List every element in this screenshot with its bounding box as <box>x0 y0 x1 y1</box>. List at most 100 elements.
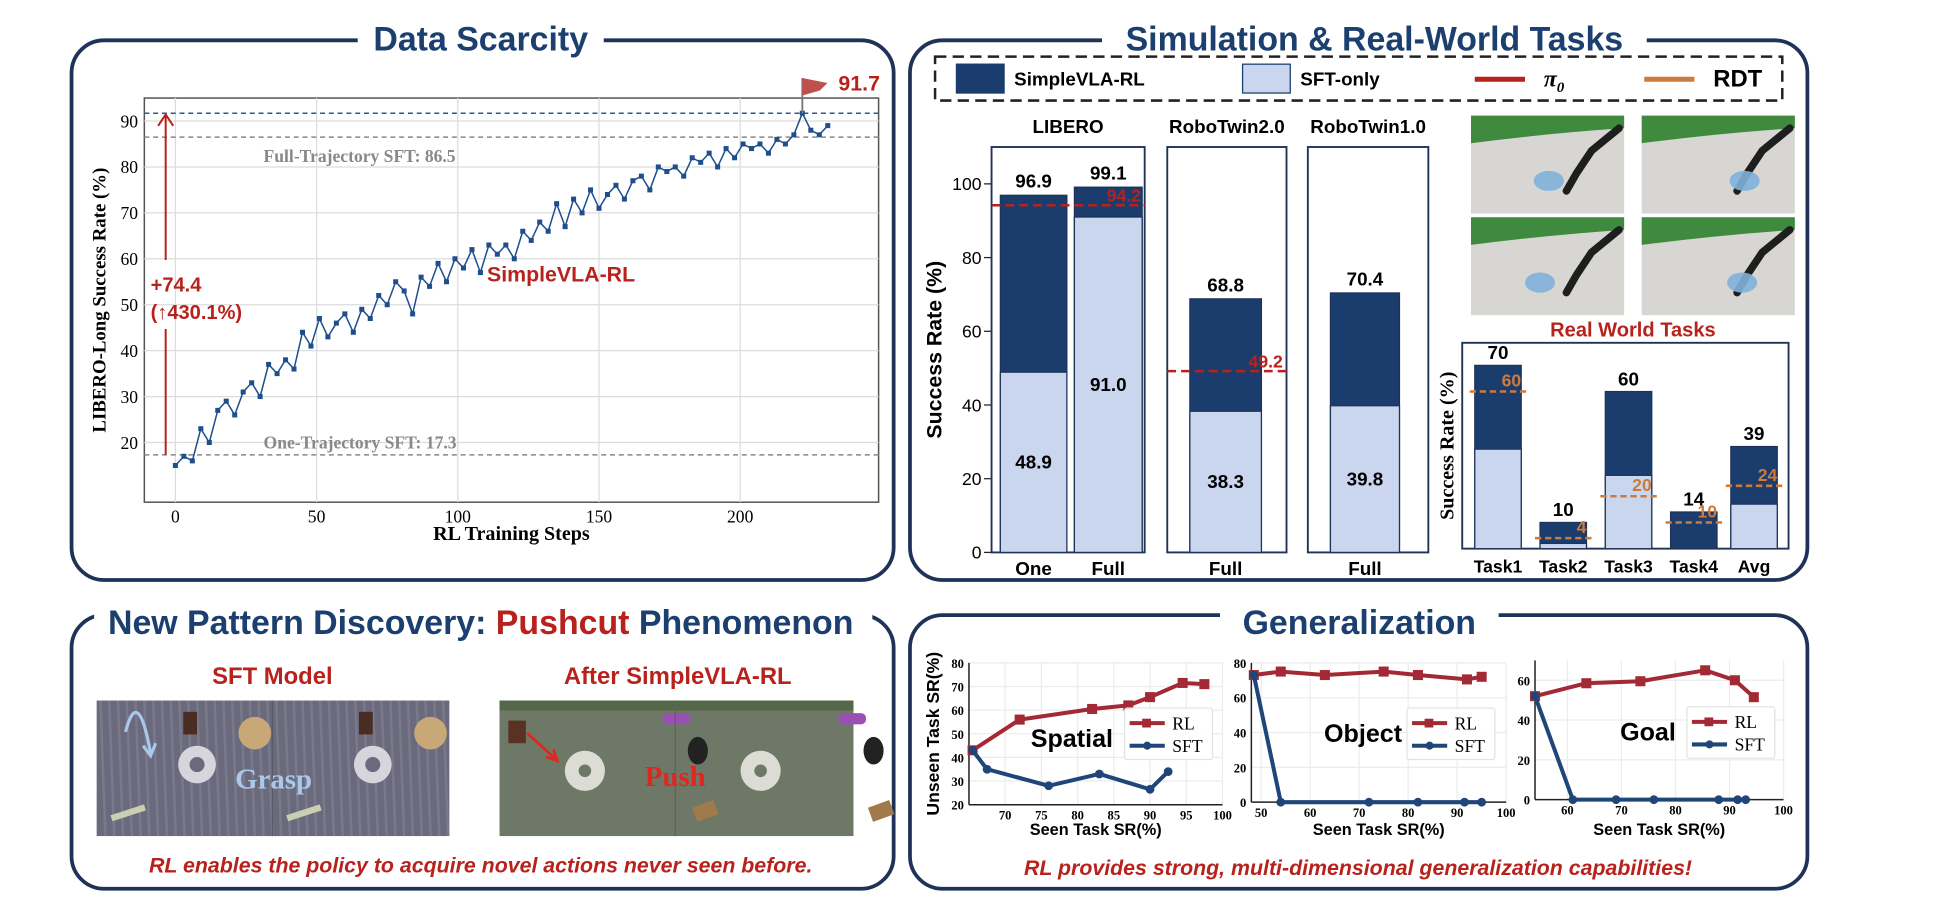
box-icon <box>867 800 895 822</box>
y-tick-label: 70 <box>121 203 139 223</box>
data-point <box>774 136 780 142</box>
plate-hole <box>754 764 767 778</box>
data-point <box>520 228 526 234</box>
panel-sim-real: Simulation & Real-World Tasks <box>908 20 1810 582</box>
table-stripe <box>266 700 274 837</box>
bar-group: RoboTwin2.0 68.8 38.3 Full 49.2 <box>1166 116 1288 579</box>
rl-value-label: 70.4 <box>1347 268 1384 289</box>
legend-marker <box>1142 718 1151 728</box>
y-tick-label: 80 <box>1234 657 1247 671</box>
data-point <box>1700 665 1711 676</box>
data-point <box>1044 781 1054 791</box>
data-point <box>545 228 551 234</box>
group-title: LIBERO <box>1033 116 1104 137</box>
push-arrow-icon <box>526 732 556 760</box>
jar-icon <box>508 720 526 744</box>
table-stripe <box>151 700 160 837</box>
bowl-icon <box>1533 170 1564 191</box>
data-point <box>1741 795 1751 805</box>
table-stripe <box>213 700 221 837</box>
y-axis-label: Unseen Task SR(%) <box>923 652 943 816</box>
bar-simplevla-rl <box>1669 511 1718 550</box>
table-stripe <box>143 700 151 837</box>
data-point <box>689 155 695 161</box>
rl-value-label: 70 <box>1488 342 1509 363</box>
data-point <box>325 334 331 340</box>
data-point <box>350 329 356 335</box>
green-screen <box>1641 217 1795 245</box>
task-suite-label: Object <box>1324 720 1403 748</box>
legend-label: SFT-only <box>1300 69 1380 90</box>
series-line-rl <box>1253 669 1483 682</box>
y-tick-label: 40 <box>121 341 139 361</box>
y-tick-label: 60 <box>1517 674 1530 688</box>
data-point <box>1568 795 1578 805</box>
real-world-photo <box>1471 217 1625 316</box>
x-category-label: Task2 <box>1539 556 1588 576</box>
data-point <box>571 196 577 202</box>
x-tick-label: 0 <box>171 506 180 526</box>
dumbbell-icon <box>838 713 867 725</box>
data-point <box>1748 692 1759 703</box>
data-point <box>401 288 407 294</box>
real-world-tasks-label: Real World Tasks <box>1550 320 1716 342</box>
data-point <box>528 237 534 243</box>
data-point <box>444 279 450 285</box>
rl-scene-image <box>499 700 895 837</box>
rl-value-label: 68.8 <box>1207 274 1244 295</box>
rl-value-label: 39 <box>1744 423 1765 444</box>
data-point <box>1087 703 1098 714</box>
x-tick-label: 70 <box>999 809 1012 823</box>
basket-icon <box>414 716 447 750</box>
table-stripe <box>327 700 336 837</box>
data-point <box>359 306 365 312</box>
robot-arm-icon <box>1562 226 1623 297</box>
x-tick-label: 60 <box>1561 804 1574 818</box>
legend-marker <box>1143 741 1152 750</box>
ball-icon <box>863 736 884 765</box>
basket-icon <box>238 716 272 750</box>
knife-icon <box>286 804 322 822</box>
y-tick-label: 20 <box>962 469 982 489</box>
data-point <box>367 315 373 322</box>
sft-model-label: SFT Model <box>212 663 332 690</box>
data-point <box>342 311 348 317</box>
task-suite-label: Spatial <box>1031 725 1113 753</box>
table-stripe <box>283 700 292 837</box>
panel-title: Simulation & Real-World Tasks <box>1126 20 1624 58</box>
panel-title: Data Scarcity <box>373 20 588 58</box>
data-point <box>384 302 390 308</box>
gain-label: +74.4 <box>151 274 203 296</box>
data-point <box>638 173 644 179</box>
bar-sft-only <box>1189 410 1263 554</box>
y-tick-label: 100 <box>952 174 982 194</box>
data-point <box>189 458 195 464</box>
real-world-photo <box>1641 115 1795 214</box>
data-point <box>596 205 602 211</box>
data-point <box>715 164 721 170</box>
scene-edge <box>499 700 854 711</box>
data-point <box>283 357 289 363</box>
full-trajectory-label: Full-Trajectory SFT: 86.5 <box>264 146 456 166</box>
x-category-label: Task1 <box>1474 556 1523 576</box>
data-point <box>791 132 797 138</box>
data-point <box>825 123 831 129</box>
panel-generalization: Generalization RL provides strong, multi… <box>908 600 1810 891</box>
y-tick-label: 60 <box>121 249 139 269</box>
data-point <box>588 187 594 193</box>
x-category-label: Full <box>1348 558 1381 579</box>
legend-label: SFT <box>1455 736 1486 756</box>
y-tick-label: 80 <box>951 657 964 671</box>
data-point <box>1733 795 1743 805</box>
data-point <box>299 329 305 335</box>
data-point <box>604 191 610 198</box>
table-stripe <box>239 700 248 837</box>
data-point <box>698 159 704 165</box>
table-stripe <box>99 700 107 837</box>
data-point <box>418 274 424 280</box>
data-point <box>1249 670 1259 680</box>
data-point <box>672 164 678 170</box>
legend-label: RL <box>1735 712 1757 732</box>
rdt-value-label: 24 <box>1758 465 1778 485</box>
